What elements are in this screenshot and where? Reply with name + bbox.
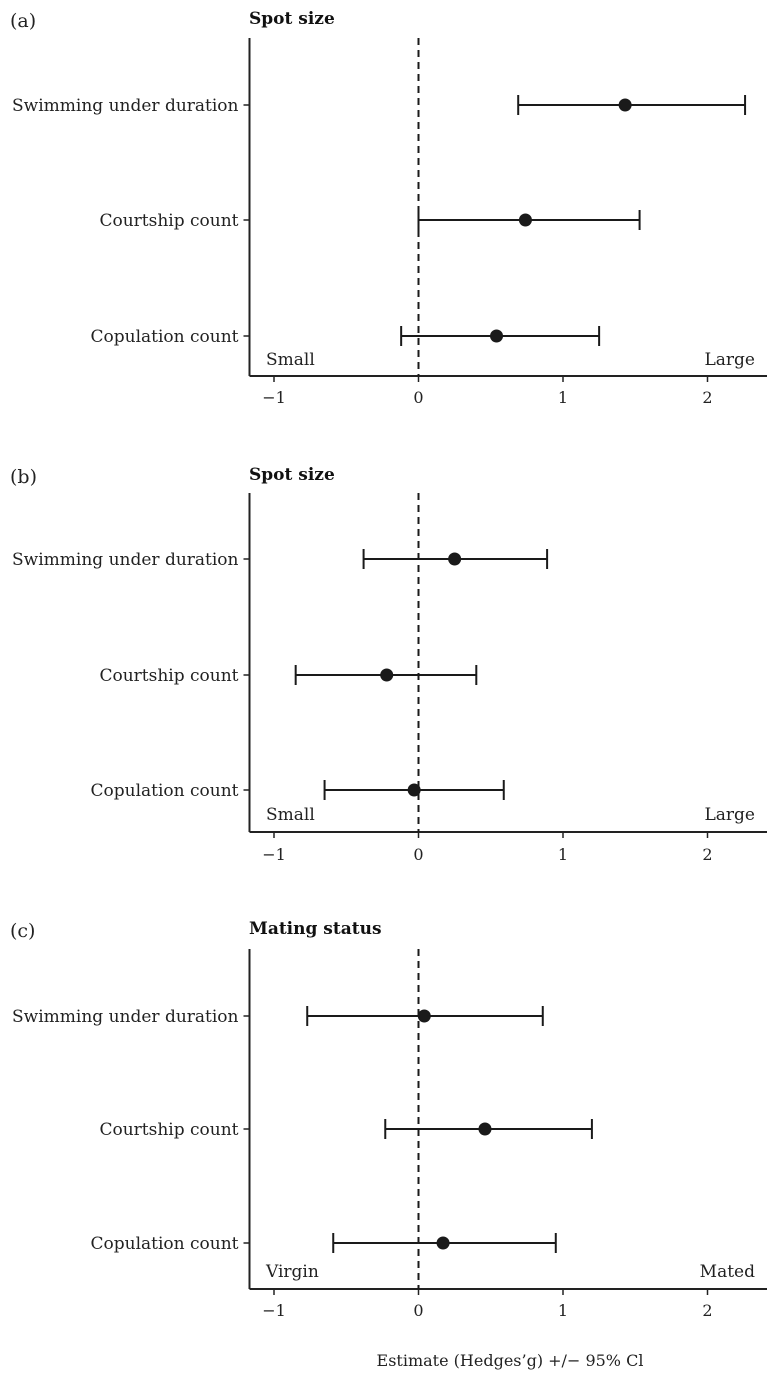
x-tick-label: 0 (413, 845, 423, 864)
panel-label: (a) (10, 10, 36, 32)
category-label: Swimming under duration (12, 96, 239, 116)
x-tick-label: −1 (262, 388, 286, 407)
category-label: Swimming under duration (12, 550, 239, 570)
category-label: Copulation count (91, 327, 239, 347)
left-direction-label: Virgin (265, 1262, 319, 1282)
x-tick-label: 0 (413, 1301, 423, 1320)
estimate-point (478, 1122, 492, 1136)
x-tick-label: −1 (262, 845, 286, 864)
estimate-point (490, 329, 504, 343)
estimate-point (618, 98, 632, 112)
category-label: Courtship count (99, 211, 238, 231)
x-tick-label: 1 (558, 845, 568, 864)
category-label: Swimming under duration (12, 1007, 239, 1027)
category-label: Copulation count (91, 1234, 239, 1254)
left-direction-label: Small (266, 350, 315, 370)
estimate-point (417, 1009, 431, 1023)
x-axis-title: Estimate (Hedges’g) +/− 95% Cl (377, 1351, 644, 1370)
estimate-point (518, 213, 532, 227)
category-label: Courtship count (99, 1120, 238, 1140)
x-tick-label: 1 (558, 388, 568, 407)
left-direction-label: Small (266, 805, 315, 825)
x-tick-label: 2 (702, 388, 712, 407)
estimate-point (436, 1236, 450, 1250)
panel-label: (c) (10, 920, 35, 942)
panel-title: Spot size (249, 465, 335, 485)
estimate-point (380, 668, 394, 682)
right-direction-label: Large (705, 805, 756, 825)
panel-title: Mating status (249, 919, 382, 939)
x-tick-label: −1 (262, 1301, 286, 1320)
x-tick-label: 2 (702, 1301, 712, 1320)
x-tick-label: 2 (702, 845, 712, 864)
panel-title: Spot size (249, 9, 335, 29)
estimate-point (448, 552, 462, 566)
right-direction-label: Mated (700, 1262, 755, 1282)
right-direction-label: Large (705, 350, 756, 370)
x-tick-label: 0 (413, 388, 423, 407)
category-label: Courtship count (99, 666, 238, 686)
x-tick-label: 1 (558, 1301, 568, 1320)
category-label: Copulation count (91, 781, 239, 801)
panel-label: (b) (10, 466, 37, 488)
estimate-point (407, 783, 421, 797)
